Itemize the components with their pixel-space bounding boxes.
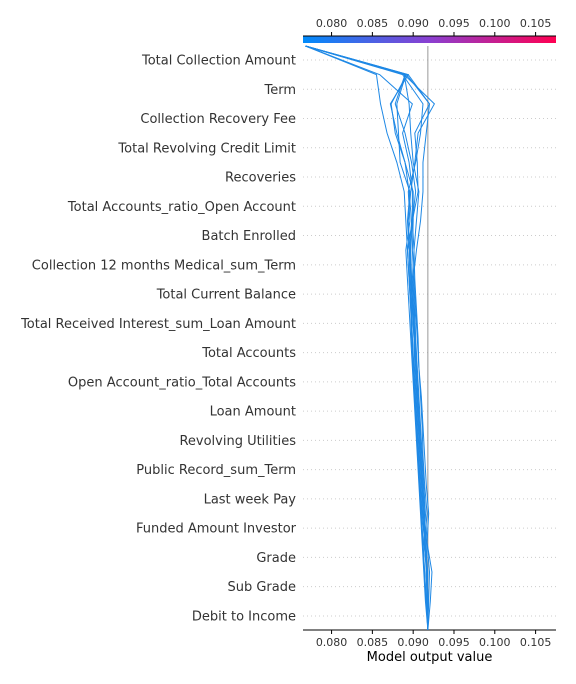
- decision-line-11: [305, 45, 429, 631]
- feature-label: Revolving Utilities: [179, 434, 296, 449]
- top-tick-label: 0.080: [316, 17, 348, 30]
- feature-label: Sub Grade: [227, 580, 296, 595]
- feature-label: Loan Amount: [210, 405, 296, 420]
- row-gridlines: [303, 59, 556, 617]
- bottom-tick-label: 0.100: [479, 636, 511, 649]
- feature-label: Total Accounts: [201, 346, 296, 361]
- feature-label: Total Current Balance: [156, 288, 296, 303]
- feature-label: Total Accounts_ratio_Open Account: [67, 200, 296, 215]
- top-tick-label: 0.095: [438, 17, 470, 30]
- feature-label: Term: [263, 83, 296, 98]
- feature-labels: Total Collection Amount Term Collection Re…: [20, 54, 297, 625]
- feature-label: Collection Recovery Fee: [140, 112, 296, 127]
- decision-line-1: [305, 45, 429, 630]
- decision-line-8: [305, 45, 429, 631]
- decision-line-4: [305, 45, 429, 630]
- feature-label: Total Revolving Credit Limit: [117, 141, 296, 156]
- feature-label: Debit to Income: [192, 609, 296, 624]
- decision-line-6: [305, 45, 431, 631]
- decision-lines: [305, 45, 436, 631]
- top-tick-label: 0.105: [520, 17, 552, 30]
- decision-line-3: [305, 45, 429, 631]
- bottom-tick-label: 0.095: [438, 636, 470, 649]
- feature-label: Last week Pay: [204, 492, 297, 507]
- top-axis: 0.080 0.085 0.090 0.095 0.100 0.105: [303, 17, 556, 37]
- top-tick-label: 0.085: [357, 17, 389, 30]
- feature-label: Public Record_sum_Term: [136, 463, 296, 478]
- feature-label: Batch Enrolled: [202, 229, 296, 244]
- feature-label: Total Collection Amount: [141, 54, 296, 69]
- bottom-tick-label: 0.105: [520, 636, 552, 649]
- feature-label: Grade: [256, 551, 296, 566]
- feature-label: Funded Amount Investor: [136, 522, 297, 537]
- decision-line-7: [305, 45, 429, 631]
- decision-line-2: [305, 45, 429, 630]
- x-axis-title: Model output value: [367, 650, 493, 665]
- bottom-tick-label: 0.080: [316, 636, 348, 649]
- feature-label: Open Account_ratio_Total Accounts: [68, 375, 296, 390]
- feature-label: Collection 12 months Medical_sum_Term: [32, 258, 296, 273]
- top-tick-label: 0.090: [397, 17, 429, 30]
- bottom-tick-label: 0.090: [397, 636, 429, 649]
- decision-line-9: [305, 45, 433, 631]
- colorbar: [303, 36, 556, 43]
- top-tick-label: 0.100: [479, 17, 511, 30]
- bottom-tick-label: 0.085: [357, 636, 389, 649]
- decision-line-10: [305, 45, 436, 631]
- bottom-axis: 0.080 0.085 0.090 0.095 0.100 0.105: [303, 629, 556, 649]
- feature-label: Total Received Interest_sum_Loan Amount: [20, 317, 296, 332]
- feature-label: Recoveries: [225, 171, 296, 186]
